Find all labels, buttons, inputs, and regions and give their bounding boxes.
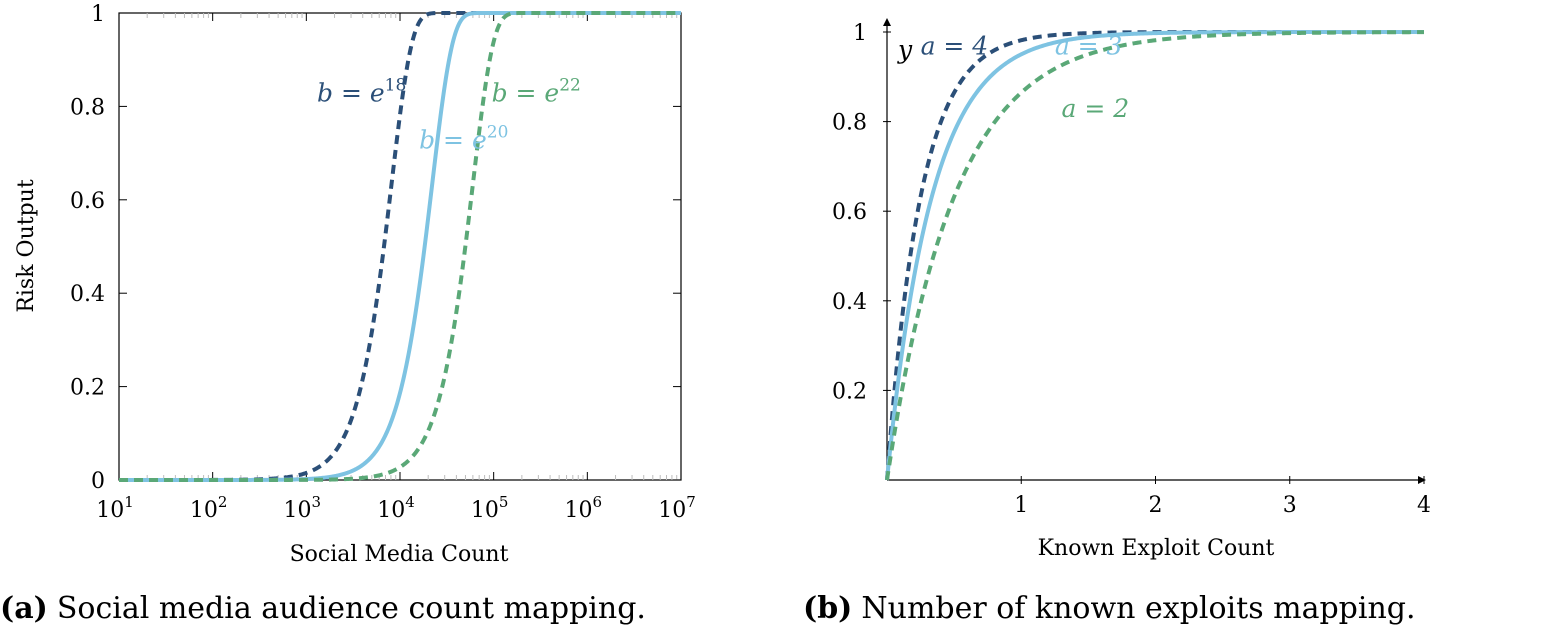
chart-a-minor-ticks: [146, 13, 678, 480]
chart-b-ylabel: y: [897, 35, 913, 64]
chart-a-curve-label: b = e22: [492, 76, 581, 108]
chart-a-curve-labels: b = e18 b = e20 b = e22: [317, 76, 581, 155]
chart-b-y-tick-label: 0.2: [832, 379, 867, 404]
chart-b-series-line: [885, 30, 1425, 481]
chart-b-x-tick-label: 1: [1014, 493, 1028, 518]
chart-a-y-tick-label: 0.2: [70, 376, 105, 401]
chart-b-y-axis-arrow: [883, 18, 891, 26]
chart-a-y-tick-label: 0: [91, 469, 105, 494]
chart-b-x-tick-label: 3: [1283, 493, 1297, 518]
chart-a-series: [117, 11, 683, 482]
chart-a: 101 102 103 104 105 106 107 0 0.2 0.4 0.6 0.8 1 b =…: [14, 2, 696, 567]
chart-a-x-tick-labels: 101 102 103 104 105 106 107: [96, 493, 696, 523]
chart-b-series: [885, 30, 1425, 481]
chart-b: 1 2 3 4 0.2 0.4 0.6 0.8 1 a = 4 a = 3 a = 2 y Kno…: [832, 18, 1431, 561]
chart-a-x-tick-label: 101: [96, 493, 134, 523]
chart-a-xlabel: Social Media Count: [290, 542, 509, 567]
chart-b-x-tick-labels: 1 2 3 4: [1014, 493, 1431, 518]
chart-a-y-tick-labels: 0 0.2 0.4 0.6 0.8 1: [70, 2, 105, 494]
chart-b-y-tick-labels: 0.2 0.4 0.6 0.8 1: [832, 21, 867, 404]
chart-a-x-tick-label: 105: [471, 493, 509, 523]
caption-b-text: Number of known exploits mapping.: [861, 591, 1415, 626]
chart-b-x-tick-label: 4: [1417, 493, 1431, 518]
chart-b-y-tick-label: 0.6: [832, 200, 867, 225]
chart-b-series-line: [885, 30, 1425, 481]
caption-a: (a) Social media audience count mapping.: [0, 591, 646, 626]
chart-a-x-tick-label: 103: [284, 493, 322, 523]
chart-a-ylabel: Risk Output: [14, 179, 39, 313]
caption-b: (b) Number of known exploits mapping.: [803, 591, 1416, 626]
chart-a-series-line: [117, 11, 683, 482]
chart-a-x-tick-label: 106: [565, 493, 603, 523]
chart-a-x-tick-label: 107: [658, 493, 696, 523]
chart-b-curve-label: a = 2: [1062, 94, 1130, 123]
chart-a-curve-label: b = e18: [317, 76, 406, 108]
chart-b-curve-label: a = 4: [921, 31, 989, 60]
chart-a-y-tick-label: 0.4: [70, 282, 105, 307]
chart-b-x-tick-label: 2: [1149, 493, 1163, 518]
chart-a-x-tick-label: 102: [190, 493, 228, 523]
chart-b-y-tick-label: 0.4: [832, 290, 867, 315]
chart-a-x-tick-label: 104: [377, 493, 415, 523]
chart-b-x-axis-arrow: [1418, 476, 1426, 484]
chart-b-curve-label: a = 3: [1055, 31, 1123, 60]
caption-a-text: Social media audience count mapping.: [57, 591, 646, 626]
caption-b-tag: (b): [803, 591, 852, 626]
chart-b-xlabel: Known Exploit Count: [1038, 536, 1275, 561]
chart-b-axes: [883, 18, 1426, 484]
chart-b-y-tick-label: 0.8: [832, 111, 867, 136]
chart-b-curve-labels: a = 4 a = 3 a = 2: [921, 31, 1130, 123]
chart-a-curve-label: b = e20: [419, 122, 508, 154]
chart-a-y-tick-label: 0.6: [70, 189, 105, 214]
chart-b-series-line: [885, 30, 1425, 481]
chart-a-y-tick-label: 1: [91, 2, 105, 27]
chart-a-y-tick-label: 0.8: [70, 95, 105, 120]
caption-a-tag: (a): [0, 591, 48, 626]
chart-b-y-tick-label: 1: [853, 21, 867, 46]
